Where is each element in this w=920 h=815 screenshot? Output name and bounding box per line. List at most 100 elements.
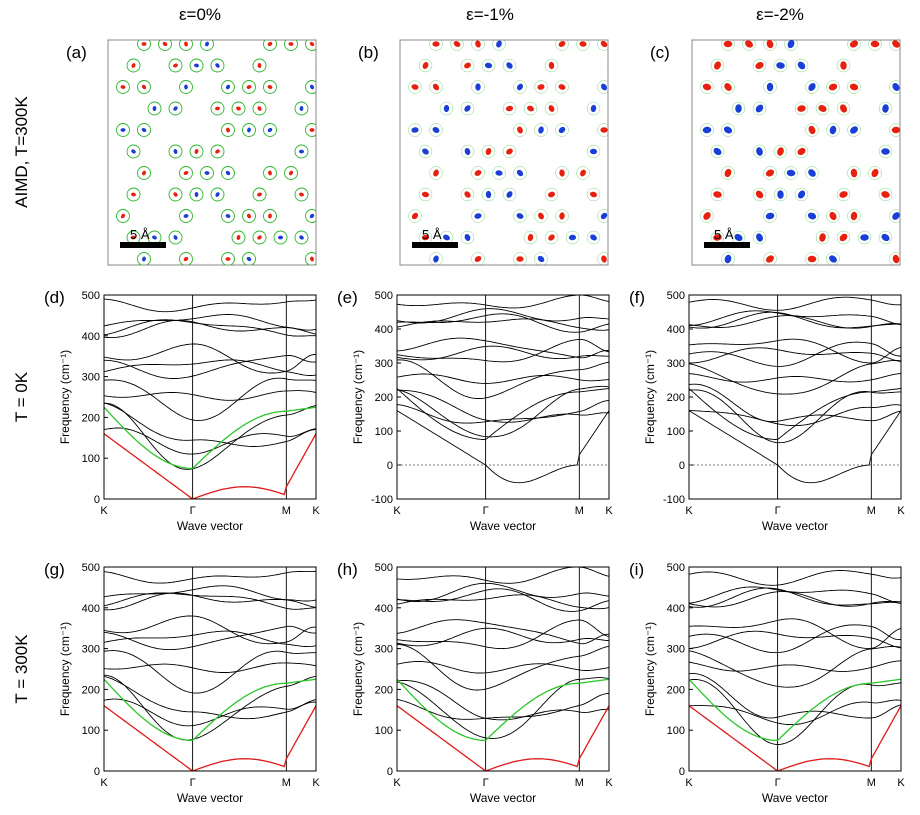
phonon-band <box>104 402 316 470</box>
phonon-band <box>104 698 316 727</box>
x-tick-label: K <box>685 777 693 789</box>
y-tick-label: 300 <box>667 644 685 656</box>
phonon-band <box>689 591 901 608</box>
atom <box>221 252 235 265</box>
phonon-band <box>397 359 609 399</box>
atom <box>337 145 350 158</box>
phonon-band <box>397 400 609 424</box>
atom <box>711 274 724 287</box>
y-tick-label: 0 <box>387 766 393 778</box>
atom <box>534 209 548 223</box>
atom <box>253 274 266 287</box>
atom <box>911 167 920 180</box>
atom <box>460 230 475 245</box>
x-axis-label: Wave vector <box>177 791 243 805</box>
atom <box>481 144 496 159</box>
atom <box>263 80 277 94</box>
atom <box>629 145 642 158</box>
atom <box>794 101 809 116</box>
phonon-band <box>104 630 316 648</box>
atom <box>116 80 130 94</box>
atom <box>597 209 608 223</box>
atom <box>210 58 225 73</box>
atom <box>721 123 735 137</box>
atom <box>721 166 735 180</box>
x-tick-label: K <box>393 777 401 789</box>
phonon-band <box>397 619 609 650</box>
atom <box>847 123 861 137</box>
atom <box>460 101 475 116</box>
atom <box>742 40 756 51</box>
x-tick-label: Γ <box>483 505 489 517</box>
y-tick-label: 400 <box>375 603 393 615</box>
atom <box>315 149 316 154</box>
x-tick-label: K <box>393 505 401 517</box>
y-tick-label: 500 <box>375 290 393 302</box>
y-tick-label: 100 <box>82 453 100 465</box>
atom <box>534 123 548 137</box>
atom <box>137 40 151 51</box>
atom <box>263 166 277 180</box>
atom <box>137 252 151 265</box>
atom <box>899 149 900 154</box>
atom <box>889 80 900 94</box>
atom <box>242 209 256 223</box>
atom <box>481 58 496 73</box>
y-tick-label: 200 <box>667 684 685 696</box>
atom <box>836 187 851 202</box>
band-curves <box>689 570 901 771</box>
atom <box>200 40 214 51</box>
phonon-band <box>104 319 316 339</box>
atom <box>607 63 608 68</box>
structure-panel-3: (c) 5 Å <box>650 39 920 287</box>
band-panel-3: (f) -100 0 100 200 300 400 500 Frequency (cm⁻¹) W… <box>629 288 905 533</box>
atom <box>586 187 601 202</box>
atom <box>263 40 277 51</box>
y-tick-label: 400 <box>82 331 100 343</box>
atom <box>418 58 433 73</box>
atom <box>794 187 809 202</box>
atom <box>168 187 183 202</box>
phonon-band <box>104 402 316 447</box>
atom <box>619 167 632 180</box>
structure-frame <box>399 39 609 266</box>
atom <box>847 166 861 180</box>
phonon-band <box>689 624 901 654</box>
atom <box>503 274 516 287</box>
structure-frame <box>107 39 317 266</box>
atom <box>889 40 900 51</box>
band-curves <box>104 298 316 499</box>
atom <box>773 58 788 73</box>
plot-frame <box>688 566 902 772</box>
atom <box>889 209 900 223</box>
atom <box>513 123 527 137</box>
atom <box>137 80 151 94</box>
atom <box>429 40 443 51</box>
row-label-300k: T = 300K <box>12 634 31 704</box>
atom <box>210 101 225 116</box>
atom <box>629 59 642 72</box>
atom <box>242 252 256 265</box>
y-tick-label: 100 <box>375 725 393 737</box>
y-tick-label: 300 <box>82 372 100 384</box>
atom <box>429 252 443 265</box>
atom <box>169 274 182 287</box>
atom <box>116 209 130 223</box>
x-tick-label: K <box>312 505 320 517</box>
atom <box>721 252 735 265</box>
atom <box>471 166 485 180</box>
scale-bar-label: 5 Å <box>422 227 442 242</box>
atom <box>731 101 746 116</box>
phonon-band <box>104 314 316 331</box>
atom <box>210 187 225 202</box>
atom <box>763 252 777 265</box>
atom <box>597 123 608 137</box>
atom <box>315 63 316 68</box>
panel-letter: (f) <box>629 288 645 307</box>
phonon-band <box>104 570 316 584</box>
x-tick-label: K <box>897 505 905 517</box>
atom <box>587 274 600 287</box>
atom <box>710 187 725 202</box>
atom <box>242 123 256 137</box>
phonon-band <box>104 662 316 673</box>
